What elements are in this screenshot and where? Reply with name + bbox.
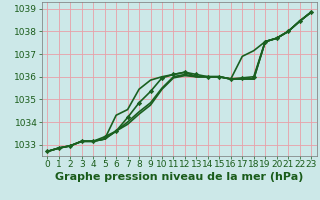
X-axis label: Graphe pression niveau de la mer (hPa): Graphe pression niveau de la mer (hPa) xyxy=(55,172,303,182)
